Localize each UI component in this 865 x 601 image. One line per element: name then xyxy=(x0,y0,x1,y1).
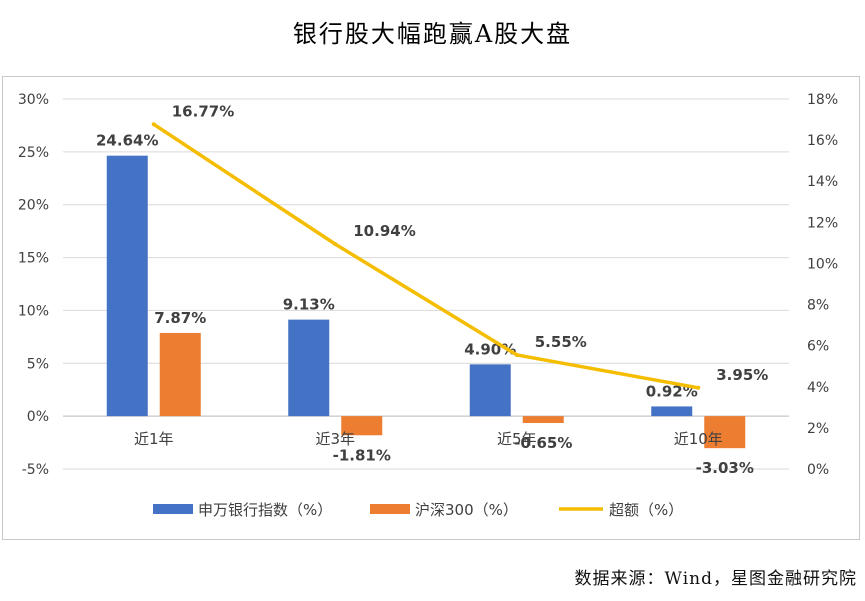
legend-excess-return-label: 超额（%） xyxy=(609,501,683,519)
chart-title: 银行股大幅跑赢A股大盘 xyxy=(292,20,573,48)
bar-shenwan-bank xyxy=(469,364,511,417)
bar-shenwan-bank xyxy=(106,155,148,417)
data-label: 3.95% xyxy=(716,366,768,384)
y-right-tick-label: 10% xyxy=(807,256,838,272)
y-right-tick-label: 14% xyxy=(807,174,838,190)
line-excess-return xyxy=(152,122,699,390)
category-label: 近3年 xyxy=(315,430,355,448)
data-label: 9.13% xyxy=(283,296,335,314)
bar-shenwan-bank xyxy=(288,319,330,417)
data-source-note: 数据来源：Wind，星图金融研究院 xyxy=(574,569,857,589)
y-left-tick-label: 5% xyxy=(27,356,49,372)
legend-shenwan-bank-swatch xyxy=(153,504,193,514)
chart-frame: -5% 0% 5% 10% 15% 20% 25% 30% 0% 2% 4% 6% 8% 10% 12% 14… xyxy=(2,76,860,540)
chart-svg: -5% 0% 5% 10% 15% 20% 25% 30% 0% 2% 4% 6% 8% 10% 12% 14… xyxy=(18,92,838,519)
bar-hs300 xyxy=(522,416,564,424)
legend-shenwan-bank-label: 申万银行指数（%） xyxy=(198,501,332,519)
y-left-tick-label: 25% xyxy=(18,145,49,161)
line-point xyxy=(151,122,156,127)
bar-hs300 xyxy=(704,416,746,449)
line-point xyxy=(333,242,338,247)
y-left-tick-label: 0% xyxy=(27,409,49,425)
category-label: 近5年 xyxy=(497,430,537,448)
data-label: 5.55% xyxy=(535,333,587,351)
y-right-tick-label: 0% xyxy=(807,462,829,478)
legend-hs300-swatch xyxy=(370,504,410,514)
y-left-tick-label: 30% xyxy=(18,92,49,108)
y-right-tick-label: 4% xyxy=(807,380,829,396)
y-right-tick-label: 12% xyxy=(807,215,838,231)
y-left-tick-label: 10% xyxy=(18,303,49,319)
data-label: 10.94% xyxy=(353,222,415,240)
y-left-tick-label: 20% xyxy=(18,198,49,214)
data-label: 24.64% xyxy=(96,132,158,150)
line-point xyxy=(514,352,519,357)
y-right-tick-label: 6% xyxy=(807,339,829,355)
y-right-tick-label: 18% xyxy=(807,92,838,108)
y-right-tick-label: 8% xyxy=(807,298,829,314)
data-label: 7.87% xyxy=(154,309,206,327)
data-label: 16.77% xyxy=(172,102,234,120)
y-left-tick-label: 15% xyxy=(18,251,49,267)
category-label: 近1年 xyxy=(134,430,174,448)
legend-hs300-label: 沪深300（%） xyxy=(415,501,518,519)
line-point xyxy=(696,385,701,390)
bar-hs300 xyxy=(159,332,201,417)
data-label: -0.65% xyxy=(514,434,572,452)
y-right-tick-label: 2% xyxy=(807,421,829,437)
data-label: -1.81% xyxy=(333,446,391,464)
data-label: -3.03% xyxy=(696,459,754,477)
category-label: 近10年 xyxy=(674,430,723,448)
y-left-tick-label: -5% xyxy=(22,462,49,478)
bar-shenwan-bank xyxy=(651,406,693,417)
y-right-tick-label: 16% xyxy=(807,133,838,149)
bar-hs300 xyxy=(341,416,383,436)
